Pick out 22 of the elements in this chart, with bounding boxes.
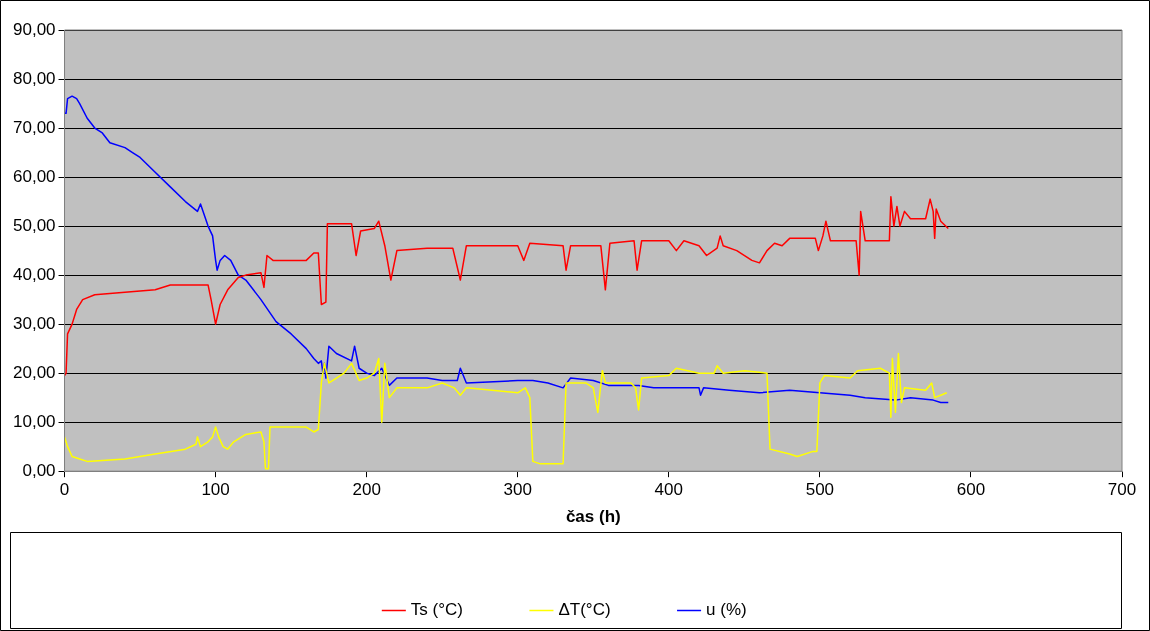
y-tick-label: 0,00 xyxy=(22,460,56,480)
y-tick-label: 60,00 xyxy=(12,166,56,186)
x-axis-title: čas (h) xyxy=(565,507,621,527)
x-tick-label: 600 xyxy=(956,480,986,500)
x-tick-label: 300 xyxy=(503,480,532,500)
y-tick-label: 30,00 xyxy=(12,313,56,333)
y-tick-label: 50,00 xyxy=(12,215,56,235)
y-tick-label: 90,00 xyxy=(12,19,56,39)
x-tick-label: 0 xyxy=(59,480,70,500)
x-tick-label: 200 xyxy=(352,480,381,500)
y-tick-label: 10,00 xyxy=(12,411,56,431)
x-tick-label: 100 xyxy=(201,480,230,500)
x-tick-label: 700 xyxy=(1107,480,1137,500)
legend-label: Ts (°C) xyxy=(410,600,463,620)
y-tick-label: 20,00 xyxy=(12,362,56,382)
x-tick-label: 400 xyxy=(654,480,683,500)
x-tick-label: 500 xyxy=(805,480,835,500)
y-tick-label: 70,00 xyxy=(12,117,56,137)
legend-label: u (%) xyxy=(706,600,747,620)
y-tick-label: 80,00 xyxy=(12,68,56,88)
y-tick-label: 40,00 xyxy=(12,264,56,284)
legend-label: ΔT(°C) xyxy=(558,600,611,620)
